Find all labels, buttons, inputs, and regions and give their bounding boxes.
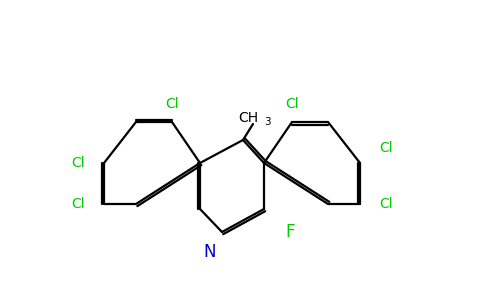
Text: 3: 3 [264,117,271,127]
Text: N: N [204,243,216,261]
Text: Cl: Cl [285,97,299,111]
Text: CH: CH [238,111,258,125]
Text: Cl: Cl [379,197,393,211]
Text: Cl: Cl [71,197,85,211]
Text: F: F [285,223,295,241]
Text: Cl: Cl [71,156,85,170]
Text: Cl: Cl [165,97,179,111]
Text: Cl: Cl [379,141,393,155]
